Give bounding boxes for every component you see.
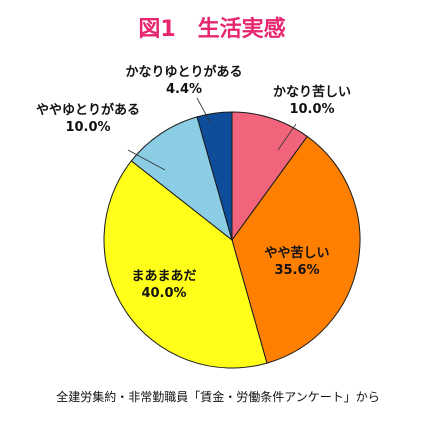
leader-line-4 xyxy=(127,149,166,171)
chart-title: 図1 生活実感 xyxy=(138,16,285,42)
pie-slice-5 xyxy=(196,111,233,241)
leader-lines xyxy=(127,97,297,171)
pie-slice-4 xyxy=(130,116,233,242)
leader-line-1 xyxy=(277,123,297,151)
pie-slice-1 xyxy=(231,111,308,242)
slice-label-2: やや苦しい xyxy=(264,245,329,261)
slice-label-5: かなりゆとりがある xyxy=(125,64,242,80)
slice-value-2: 35.6% xyxy=(274,263,319,278)
pie-slices xyxy=(103,111,361,369)
pie-slice-3 xyxy=(103,160,268,369)
pie-slice-2 xyxy=(231,135,361,364)
slice-value-4: 10.0% xyxy=(65,120,110,135)
slice-label-1: かなり苦しい xyxy=(273,84,351,100)
slice-value-3: 40.0% xyxy=(141,286,186,301)
slice-labels: かなり苦しい 10.0% やや苦しい 35.6% まあまあだ 40.0% ややゆとりがある 1… xyxy=(36,64,351,301)
slice-value-1: 10.0% xyxy=(289,102,334,117)
slice-label-4: ややゆとりがある xyxy=(36,102,140,118)
leader-line-5 xyxy=(196,97,211,123)
slice-label-3: まあまあだ xyxy=(131,269,196,284)
slice-value-5: 4.4% xyxy=(166,82,202,97)
source-note: 全建労集約・非常勤職員「賃金・労働条件アンケート」から xyxy=(56,389,380,404)
